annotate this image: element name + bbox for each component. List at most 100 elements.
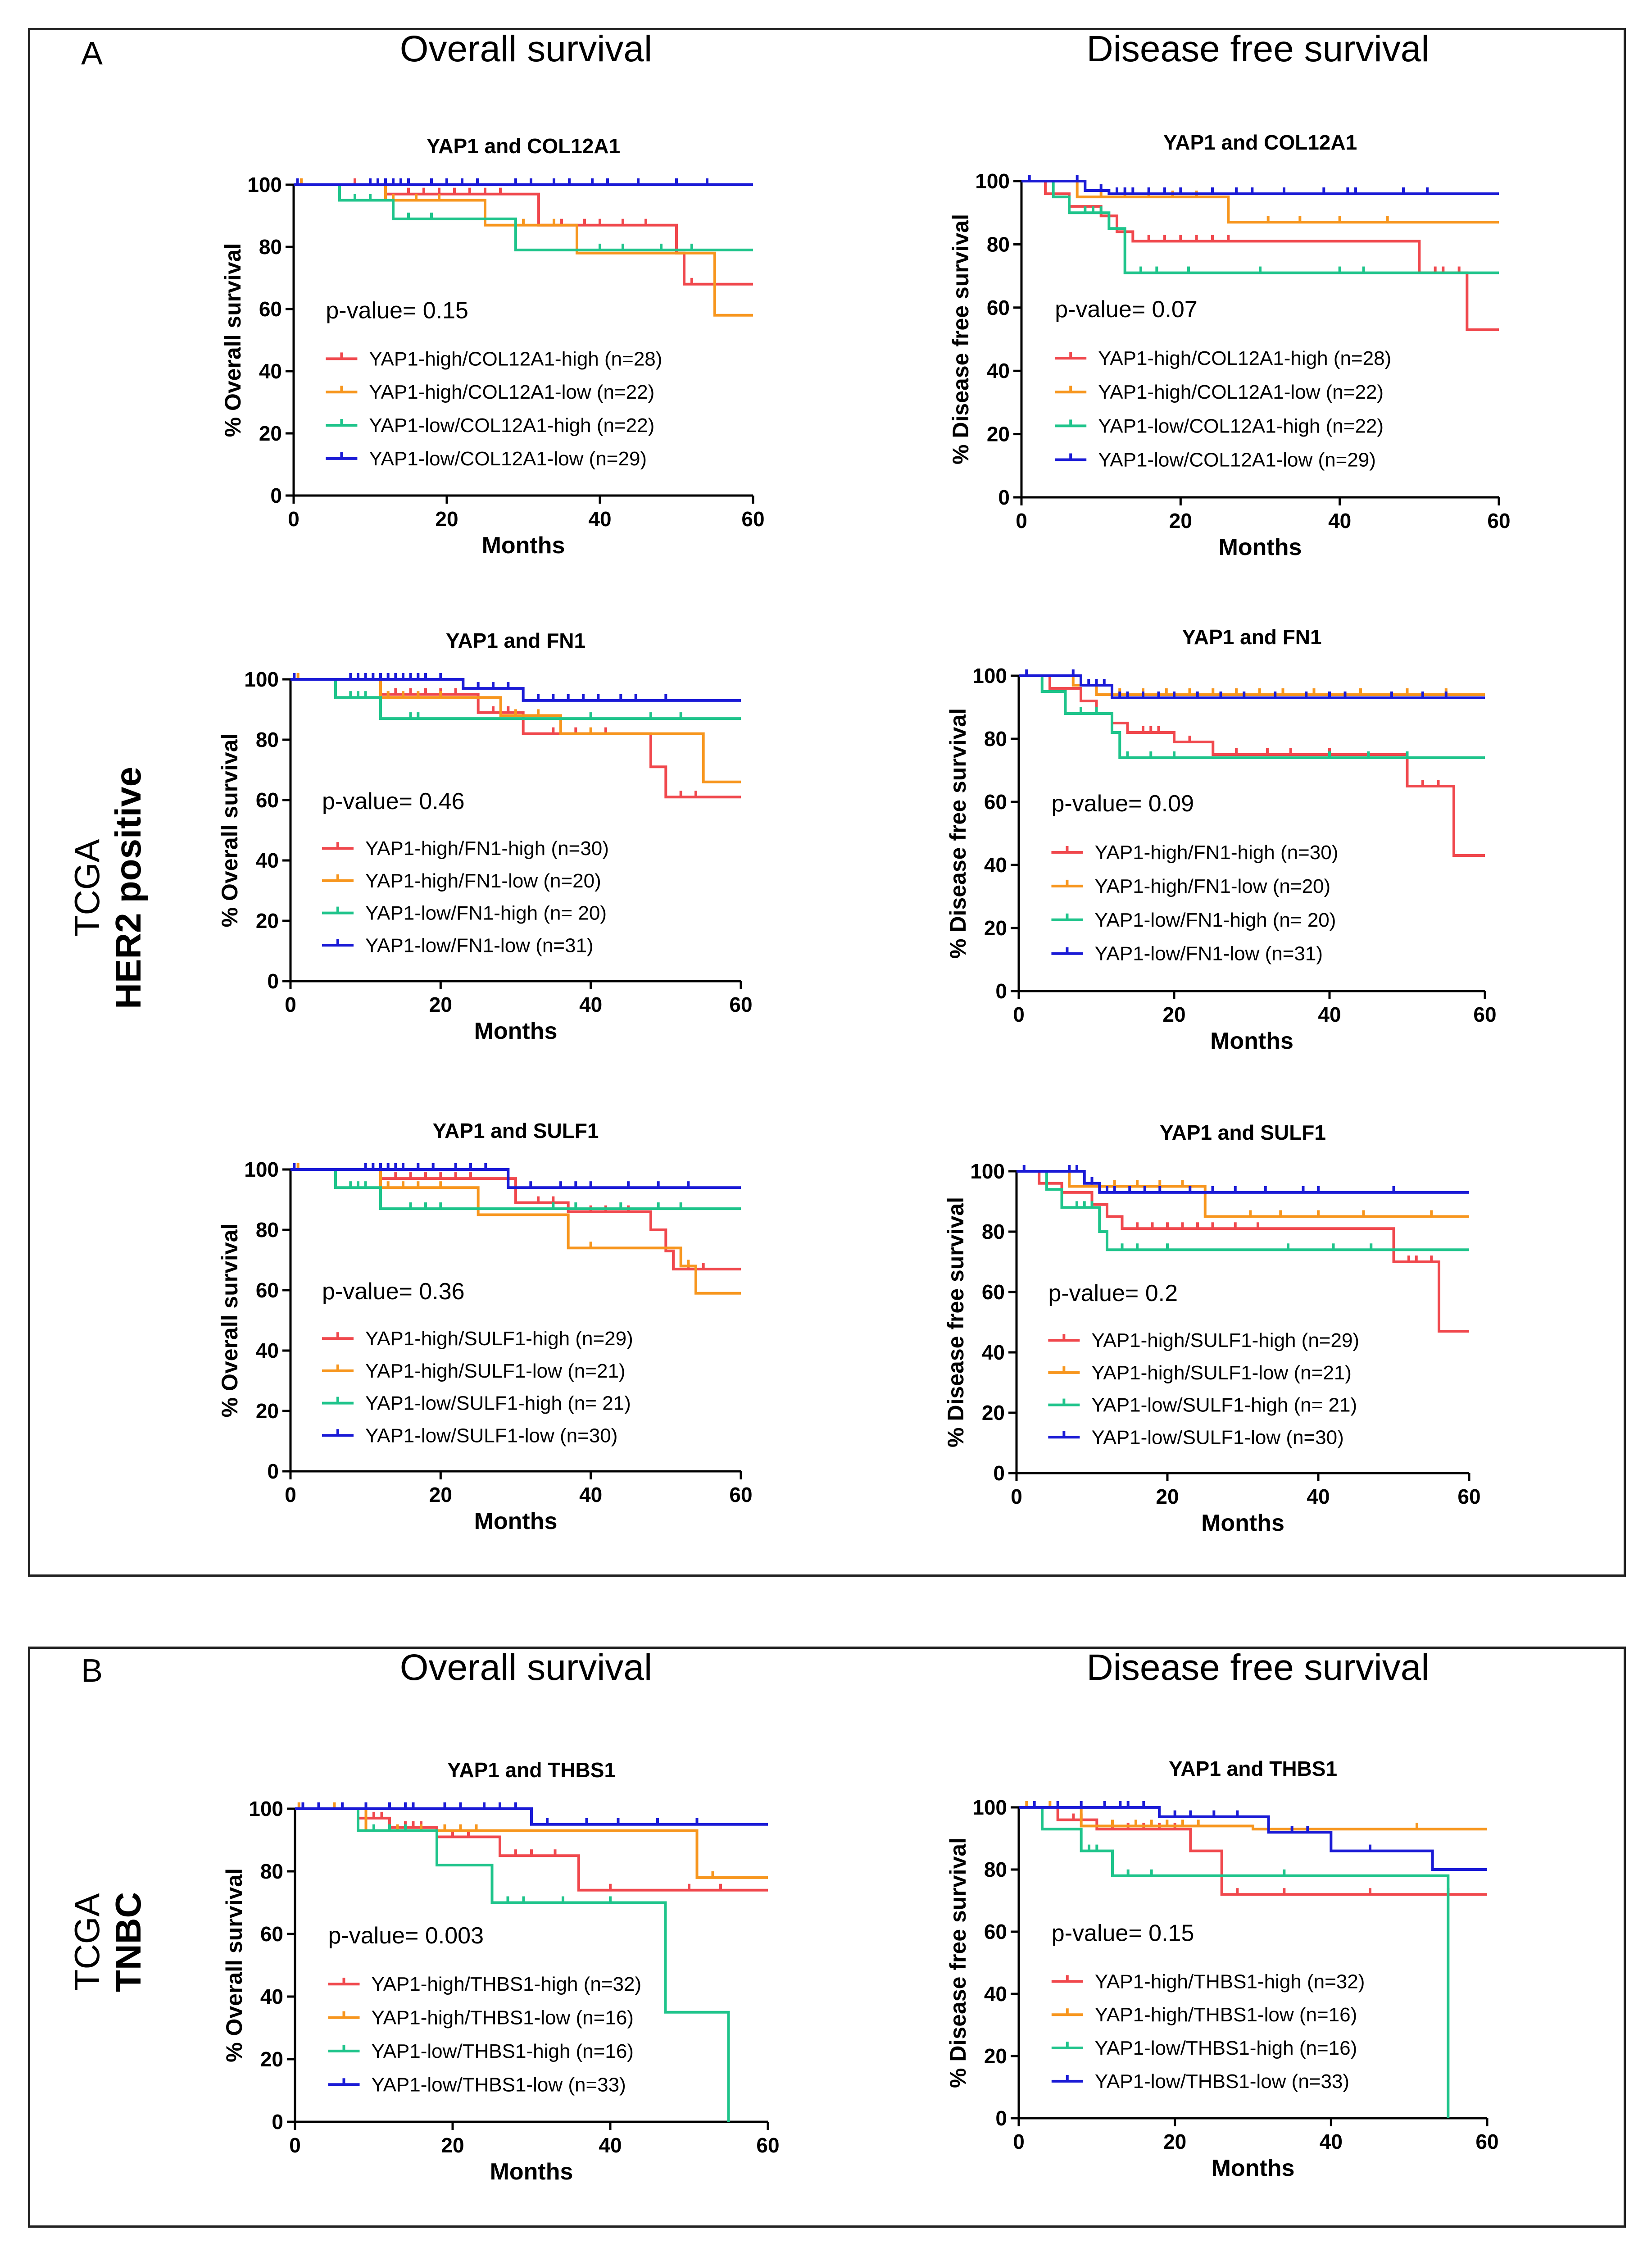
y-tick-label: 0 <box>272 2110 283 2134</box>
y-tick-label: 60 <box>259 297 282 321</box>
y-tick-label: 20 <box>256 909 279 933</box>
y-tick-label: 0 <box>993 1461 1005 1485</box>
x-tick-label: 0 <box>285 993 296 1016</box>
x-axis-label: Months <box>1219 534 1302 560</box>
legend-label: YAP1-low/SULF1-low (n=30) <box>1091 1426 1343 1448</box>
cohort-line1: TCGA <box>67 1893 107 1991</box>
y-tick-label: 60 <box>987 296 1010 319</box>
survival-curve <box>1019 674 1485 857</box>
p-value: p-value= 0.07 <box>1055 296 1198 323</box>
y-tick-label: 80 <box>982 1220 1005 1243</box>
y-axis-label: % Disease free survival <box>943 1197 968 1447</box>
y-tick-label: 20 <box>256 1399 279 1423</box>
p-value: p-value= 0.09 <box>1051 791 1194 817</box>
x-tick-label: 60 <box>729 1483 752 1506</box>
p-value: p-value= 0.003 <box>328 1923 484 1949</box>
survival-curve <box>294 183 753 317</box>
y-tick-label: 40 <box>984 853 1007 877</box>
x-tick-label: 60 <box>1473 1003 1496 1026</box>
y-tick-label: 40 <box>982 1341 1005 1364</box>
survival-curve <box>1019 1806 1450 2118</box>
y-tick-label: 0 <box>995 2106 1007 2130</box>
survival-curve <box>290 1168 741 1271</box>
legend-label: YAP1-high/THBS1-low (n=16) <box>372 2007 634 2029</box>
y-tick-label: 80 <box>984 727 1007 751</box>
x-tick-label: 40 <box>579 993 602 1016</box>
x-tick-label: 60 <box>729 993 752 1016</box>
y-tick-label: 100 <box>970 1160 1005 1183</box>
legend-label: YAP1-low/SULF1-high (n= 21) <box>365 1392 631 1415</box>
legend-label: YAP1-high/FN1-low (n=20) <box>1094 875 1330 897</box>
x-tick-label: 20 <box>1156 1485 1179 1508</box>
x-tick-label: 40 <box>1320 2130 1343 2153</box>
legend-label: YAP1-high/FN1-low (n=20) <box>365 870 601 892</box>
cohort-line2: HER2 positive <box>108 766 148 1009</box>
x-tick-label: 60 <box>1487 509 1510 532</box>
legend-label: YAP1-low/FN1-high (n= 20) <box>365 902 607 924</box>
x-tick-label: 20 <box>1163 2130 1186 2153</box>
y-axis-label: % Overall survival <box>220 243 245 437</box>
legend-label: YAP1-low/COL12A1-high (n=22) <box>369 414 654 437</box>
chart-title: YAP1 and THBS1 <box>447 1758 616 1782</box>
legend-label: YAP1-low/COL12A1-low (n=29) <box>369 448 647 470</box>
y-tick-label: 0 <box>270 484 282 507</box>
panel-a-col-title-left: Overall survival <box>399 28 653 69</box>
panel-a-col-title-right: Disease free survival <box>1086 28 1430 69</box>
legend-label: YAP1-high/THBS1-low (n=16) <box>1095 2004 1357 2026</box>
y-tick-label: 0 <box>998 486 1010 509</box>
legend-label: YAP1-high/SULF1-high (n=29) <box>1091 1329 1359 1351</box>
y-tick-label: 60 <box>984 1920 1007 1943</box>
chart-title: YAP1 and COL12A1 <box>1163 131 1357 154</box>
x-axis-label: Months <box>474 1018 558 1044</box>
cohort-line1: TCGA <box>67 839 107 937</box>
cohort-line2: TNBC <box>108 1892 148 1992</box>
legend-label: YAP1-high/COL12A1-low (n=22) <box>369 381 654 403</box>
legend-label: YAP1-high/FN1-high (n=30) <box>365 837 609 860</box>
x-tick-label: 40 <box>1328 509 1351 532</box>
legend-label: YAP1-high/SULF1-high (n=29) <box>365 1328 633 1350</box>
y-tick-label: 0 <box>267 1460 279 1483</box>
x-tick-label: 60 <box>1457 1485 1480 1508</box>
x-tick-label: 40 <box>1318 1003 1341 1026</box>
legend-label: YAP1-low/COL12A1-high (n=22) <box>1098 415 1384 437</box>
x-tick-label: 0 <box>1013 2130 1025 2153</box>
x-tick-label: 20 <box>435 507 458 531</box>
legend-label: YAP1-low/COL12A1-low (n=29) <box>1098 449 1376 471</box>
y-axis-label: % Overall survival <box>217 1224 242 1418</box>
y-tick-label: 80 <box>984 1858 1007 1881</box>
p-value: p-value= 0.15 <box>326 298 468 324</box>
legend-label: YAP1-low/THBS1-high (n=16) <box>372 2040 634 2062</box>
x-tick-label: 20 <box>1169 509 1192 532</box>
y-tick-label: 0 <box>995 979 1007 1003</box>
y-tick-label: 20 <box>982 1401 1005 1424</box>
x-axis-label: Months <box>474 1508 558 1534</box>
chart-title: YAP1 and COL12A1 <box>427 134 620 158</box>
panel-a-frame <box>28 28 1626 1577</box>
legend-label: YAP1-high/FN1-high (n=30) <box>1094 842 1338 864</box>
y-tick-label: 40 <box>256 1339 279 1362</box>
km-plot-os-fn1: YAP1 and FN1 0 20 40 60 0 20 40 60 80 100 Months % O… <box>217 629 753 1044</box>
y-tick-label: 20 <box>984 916 1007 940</box>
survival-curve <box>290 1168 741 1189</box>
x-tick-label: 0 <box>285 1483 296 1506</box>
y-tick-label: 100 <box>244 668 279 691</box>
y-tick-label: 20 <box>259 422 282 445</box>
legend-label: YAP1-high/SULF1-low (n=21) <box>1091 1362 1352 1384</box>
y-tick-label: 80 <box>987 232 1010 256</box>
survival-curve <box>295 1807 730 2122</box>
x-axis-label: Months <box>482 532 565 559</box>
y-axis-label: % Overall survival <box>217 733 242 928</box>
y-tick-label: 100 <box>244 1158 279 1181</box>
x-tick-label: 0 <box>1011 1485 1022 1508</box>
y-tick-label: 60 <box>982 1280 1005 1304</box>
chart-title: YAP1 and FN1 <box>1182 625 1321 649</box>
km-plot-dfs-fn1: YAP1 and FN1 0 20 40 60 0 20 40 60 80 100 Months % D… <box>945 625 1497 1054</box>
chart-title: YAP1 and SULF1 <box>433 1119 599 1142</box>
survival-curve <box>1021 180 1499 224</box>
x-tick-label: 40 <box>599 2134 622 2157</box>
y-tick-label: 100 <box>972 664 1007 687</box>
y-tick-label: 20 <box>260 2047 283 2071</box>
x-tick-label: 60 <box>741 507 764 531</box>
y-tick-label: 40 <box>256 849 279 872</box>
legend-label: YAP1-low/THBS1-low (n=33) <box>372 2074 626 2096</box>
